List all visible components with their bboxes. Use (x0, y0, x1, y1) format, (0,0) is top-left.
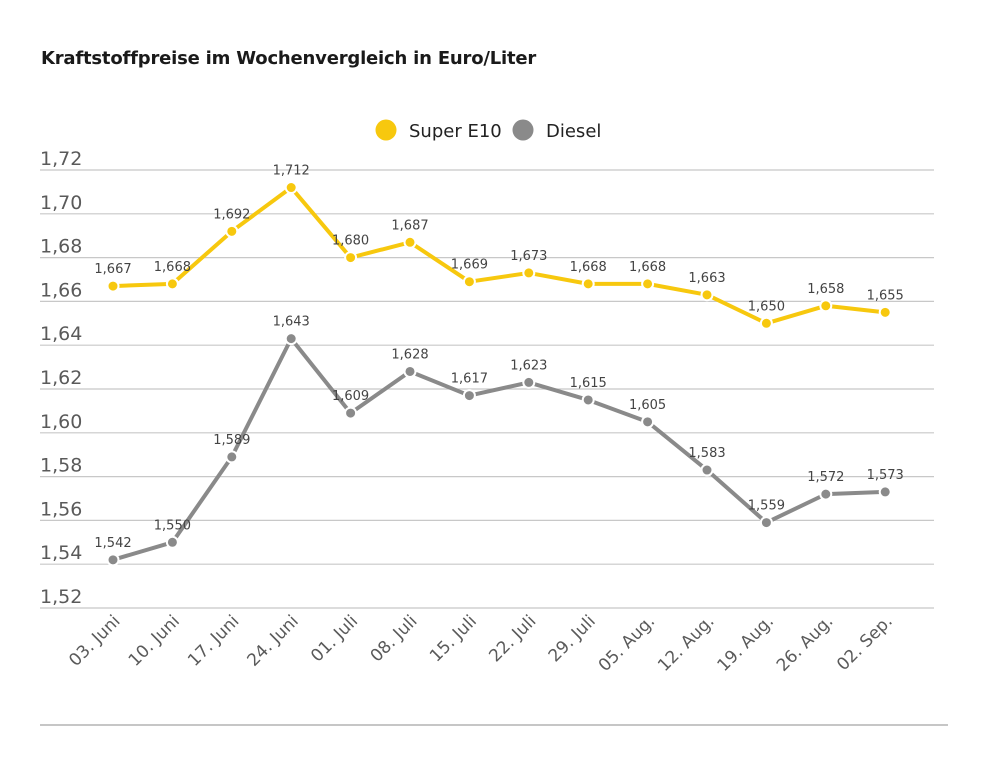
y-tick-label: 1,60 (40, 411, 82, 433)
data-point (522, 375, 536, 389)
y-tick-label: 1,56 (40, 498, 82, 520)
data-point (700, 288, 714, 302)
series-line-super-e10 (111, 185, 888, 326)
data-label: 1,623 (510, 358, 547, 373)
data-point (581, 277, 595, 291)
x-tick-label: 02. Sep. (833, 611, 897, 675)
y-tick-label: 1,62 (40, 367, 82, 389)
data-label: 1,615 (570, 376, 607, 391)
data-label: 1,680 (332, 234, 369, 249)
y-tick-label: 1,64 (40, 323, 82, 345)
data-label: 1,542 (94, 536, 131, 551)
data-label: 1,668 (570, 260, 607, 275)
x-tick-label: 03. Juni (65, 611, 124, 670)
data-label: 1,550 (154, 518, 191, 533)
legend-label: Diesel (546, 121, 601, 142)
chart-title: Kraftstoffpreise im Wochenvergleich in E… (41, 48, 537, 69)
data-label: 1,589 (213, 433, 250, 448)
data-label: 1,692 (213, 207, 250, 222)
data-point (344, 251, 358, 265)
data-label: 1,668 (629, 260, 666, 275)
data-point (284, 181, 298, 195)
data-point (165, 277, 179, 291)
data-label: 1,655 (867, 288, 904, 303)
data-label: 1,712 (273, 164, 310, 179)
data-label: 1,663 (688, 271, 725, 286)
x-tick-label: 24. Juni (244, 611, 303, 670)
data-label: 1,673 (510, 249, 547, 264)
data-label: 1,605 (629, 398, 666, 413)
legend-marker (375, 119, 397, 141)
x-tick-label: 22. Juli (485, 611, 540, 666)
data-label: 1,572 (807, 470, 844, 485)
data-label: 1,668 (154, 260, 191, 275)
data-point (403, 235, 417, 249)
data-label: 1,658 (807, 282, 844, 297)
data-point (581, 393, 595, 407)
y-tick-label: 1,52 (40, 586, 82, 608)
data-point (106, 553, 120, 567)
y-tick-label: 1,68 (40, 236, 82, 258)
x-tick-label: 29. Juli (545, 611, 600, 666)
data-label: 1,559 (748, 499, 785, 514)
x-tick-label: 12. Aug. (654, 611, 718, 675)
data-point (759, 516, 773, 530)
x-tick-label: 19. Aug. (714, 611, 778, 675)
x-tick-label: 10. Juni (125, 611, 184, 670)
y-tick-label: 1,58 (40, 455, 82, 477)
data-point (522, 266, 536, 280)
series-line-diesel (111, 336, 888, 562)
data-point (462, 275, 476, 289)
data-label: 1,650 (748, 299, 785, 314)
data-label: 1,609 (332, 389, 369, 404)
data-point (225, 450, 239, 464)
data-label: 1,643 (273, 315, 310, 330)
y-tick-label: 1,70 (40, 192, 82, 214)
bottom-divider (40, 724, 948, 726)
legend-marker (512, 119, 534, 141)
legend-label: Super E10 (409, 121, 502, 142)
data-label: 1,617 (451, 372, 488, 387)
data-label: 1,687 (391, 218, 428, 233)
data-label: 1,669 (451, 258, 488, 273)
x-tick-label: 08. Juli (367, 611, 422, 666)
x-tick-label: 26. Aug. (773, 611, 837, 675)
data-point (641, 277, 655, 291)
data-point (878, 305, 892, 319)
data-label: 1,667 (94, 262, 131, 277)
data-label: 1,628 (391, 347, 428, 362)
data-point (284, 332, 298, 346)
data-point (462, 389, 476, 403)
series-group: 1,667 1,668 1,692 1,712 1,680 1,687 1,669 1,673… (94, 164, 904, 567)
x-tick-label: 05. Aug. (595, 611, 659, 675)
data-point (165, 535, 179, 549)
data-point (106, 279, 120, 293)
x-tick-label: 15. Juli (426, 611, 481, 666)
data-point (700, 463, 714, 477)
data-point (759, 316, 773, 330)
legend: Super E10 Diesel (375, 119, 601, 142)
data-point (403, 364, 417, 378)
x-axis-ticks: 03. Juni 10. Juni 17. Juni 24. Juni 01. Juli… (65, 611, 896, 675)
data-point (819, 299, 833, 313)
y-tick-label: 1,66 (40, 279, 82, 301)
data-point (878, 485, 892, 499)
y-tick-label: 1,72 (40, 148, 82, 170)
data-point (819, 487, 833, 501)
data-label: 1,573 (867, 468, 904, 483)
data-point (344, 406, 358, 420)
data-label: 1,583 (688, 446, 725, 461)
data-point (641, 415, 655, 429)
y-axis-ticks: 1,72 1,70 1,68 1,66 1,64 1,62 1,60 1,58 1,56 1,54… (40, 148, 82, 608)
y-tick-label: 1,54 (40, 542, 82, 564)
x-tick-label: 17. Juni (184, 611, 243, 670)
data-point (225, 224, 239, 238)
x-tick-label: 01. Juli (307, 611, 362, 666)
